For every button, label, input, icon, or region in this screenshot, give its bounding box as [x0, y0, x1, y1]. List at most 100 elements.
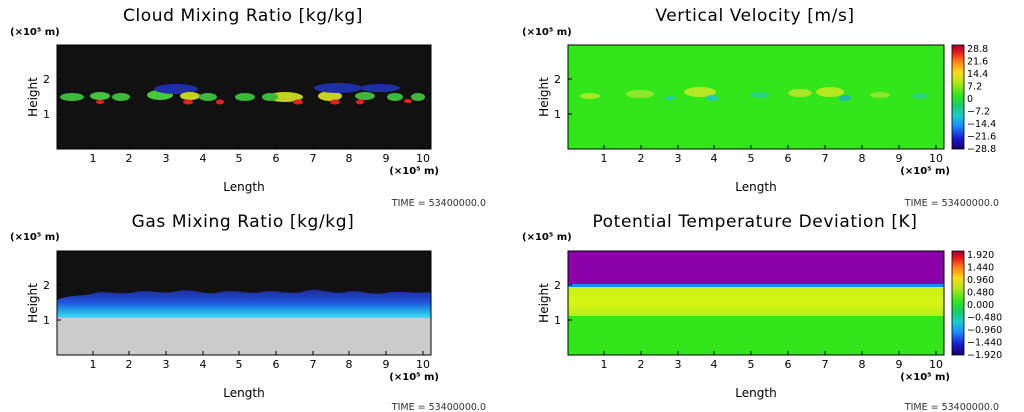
x-tick-label: 6	[785, 152, 792, 165]
x-tick-label: 4	[200, 358, 207, 371]
plot-frame	[567, 44, 945, 150]
y-tick-label: 2	[554, 279, 561, 292]
y-ticks: 2 1	[554, 279, 572, 327]
y-unit-label: (×10⁵ m)	[522, 232, 572, 243]
y-axis-label: Height	[537, 283, 551, 323]
x-tick-label: 7	[310, 152, 317, 165]
x-tick-label: 5	[748, 152, 755, 165]
x-tick-label: 7	[822, 152, 829, 165]
x-tick-label: 2	[638, 358, 645, 371]
colorbar-label: 0.480	[967, 288, 994, 299]
x-tick-label: 6	[785, 358, 792, 371]
x-ticks: 1 2 3 4 5 6 7 8 9 10	[601, 145, 943, 165]
y-ticks: 2 1	[43, 279, 61, 327]
panel-title: Potential Temperature Deviation [K]	[592, 212, 917, 232]
x-axis-label: Length	[223, 386, 264, 400]
x-tick-label: 1	[90, 152, 97, 165]
x-tick-label: 2	[638, 152, 645, 165]
x-tick-label: 6	[273, 152, 280, 165]
y-tick-label: 1	[554, 108, 561, 121]
x-tick-label: 9	[896, 358, 903, 371]
x-tick-label: 4	[711, 152, 718, 165]
x-axis-label: Length	[735, 386, 776, 400]
panel-vertical-velocity: Vertical Velocity [m/s] (×10⁵ m) 2 1	[522, 6, 999, 209]
time-label: TIME = 53400000.0	[391, 198, 486, 209]
y-unit-label: (×10⁵ m)	[522, 27, 572, 38]
x-tick-label: 4	[711, 358, 718, 371]
x-unit-label: (×10⁵ m)	[389, 166, 439, 177]
panel-title: Gas Mixing Ratio [kg/kg]	[132, 212, 355, 232]
inversion-layer	[568, 284, 944, 287]
x-ticks: 1 2 3 4 5 6 7 8 9 10	[601, 351, 943, 371]
colorbar-label: −1.920	[967, 350, 1002, 361]
cloud-band	[60, 83, 425, 105]
y-ticks: 2 1	[43, 73, 61, 121]
time-label: TIME = 53400000.0	[904, 198, 999, 209]
colorbar-label: 0.000	[967, 300, 994, 311]
x-tick-label: 1	[601, 358, 608, 371]
colorbar-label: 28.8	[967, 44, 988, 55]
x-axis-label: Length	[735, 180, 776, 194]
colorbar-label: −21.6	[967, 132, 996, 143]
panel-potential-temperature-deviation: Potential Temperature Deviation [K] (×10…	[522, 212, 1002, 412]
plot-frame	[567, 250, 945, 356]
x-tick-label: 1	[601, 152, 608, 165]
x-tick-label: 2	[126, 152, 133, 165]
x-tick-label: 10	[416, 358, 430, 371]
surface-layer	[57, 318, 431, 355]
panel-cloud-mixing-ratio: Cloud Mixing Ratio [kg/kg] (×10⁵ m)	[10, 6, 486, 209]
colorbar-label: −1.440	[967, 338, 1002, 349]
x-tick-label: 3	[675, 358, 682, 371]
colorbar-label: 14.4	[967, 69, 988, 80]
upper-layer	[568, 251, 944, 284]
plot-frame	[56, 44, 432, 150]
colorbar-label: 7.2	[967, 82, 982, 93]
colorbar-label: 1.920	[967, 250, 994, 261]
panel-gas-mixing-ratio: Gas Mixing Ratio [kg/kg] (×10⁵ m) 2 1 1 …	[10, 212, 486, 412]
x-ticks: 1 2 3 4 5 6 7 8 9 10	[90, 145, 430, 165]
mixed-layer	[568, 287, 944, 316]
colorbar-label: 0	[967, 94, 973, 105]
x-tick-label: 5	[236, 152, 243, 165]
x-tick-label: 8	[346, 358, 353, 371]
x-tick-label: 3	[675, 152, 682, 165]
x-tick-label: 7	[822, 358, 829, 371]
x-tick-label: 3	[163, 152, 170, 165]
x-tick-label: 8	[859, 152, 866, 165]
y-tick-label: 2	[43, 279, 50, 292]
time-label: TIME = 53400000.0	[904, 402, 999, 412]
x-tick-label: 1	[90, 358, 97, 371]
x-tick-label: 4	[200, 152, 207, 165]
y-unit-label: (×10⁵ m)	[10, 232, 60, 243]
velocity-turbulence	[580, 87, 928, 101]
x-tick-label: 9	[383, 152, 390, 165]
x-tick-label: 6	[273, 358, 280, 371]
colorbar-label: 21.6	[967, 57, 988, 68]
x-tick-label: 2	[126, 358, 133, 371]
y-axis-label: Height	[26, 77, 40, 117]
x-tick-label: 8	[346, 152, 353, 165]
y-tick-label: 1	[43, 314, 50, 327]
x-tick-label: 10	[929, 152, 943, 165]
colorbar-label: −28.8	[967, 144, 996, 155]
colorbar: 1.920 1.440 0.960 0.480 0.000 −0.480 −0.…	[951, 250, 1002, 361]
colorbar-label: −7.2	[967, 107, 990, 118]
x-tick-label: 9	[896, 152, 903, 165]
colorbar: 28.8 21.6 14.4 7.2 0 −7.2 −14.4 −21.6 −2…	[951, 44, 996, 155]
y-tick-label: 1	[554, 314, 561, 327]
y-tick-label: 2	[554, 73, 561, 86]
x-tick-label: 5	[748, 358, 755, 371]
x-tick-label: 8	[859, 358, 866, 371]
y-tick-label: 2	[43, 73, 50, 86]
plot-frame	[56, 250, 432, 356]
y-axis-label: Height	[26, 283, 40, 323]
colorbar-label: 1.440	[967, 263, 994, 274]
x-axis-label: Length	[223, 180, 264, 194]
colorbar-label: 0.960	[967, 275, 994, 286]
panel-title: Vertical Velocity [m/s]	[655, 6, 854, 26]
x-tick-label: 7	[310, 358, 317, 371]
colorbar-label: −0.480	[967, 313, 1002, 324]
y-ticks: 2 1	[554, 73, 572, 121]
colorbar-label: −0.960	[967, 325, 1002, 336]
